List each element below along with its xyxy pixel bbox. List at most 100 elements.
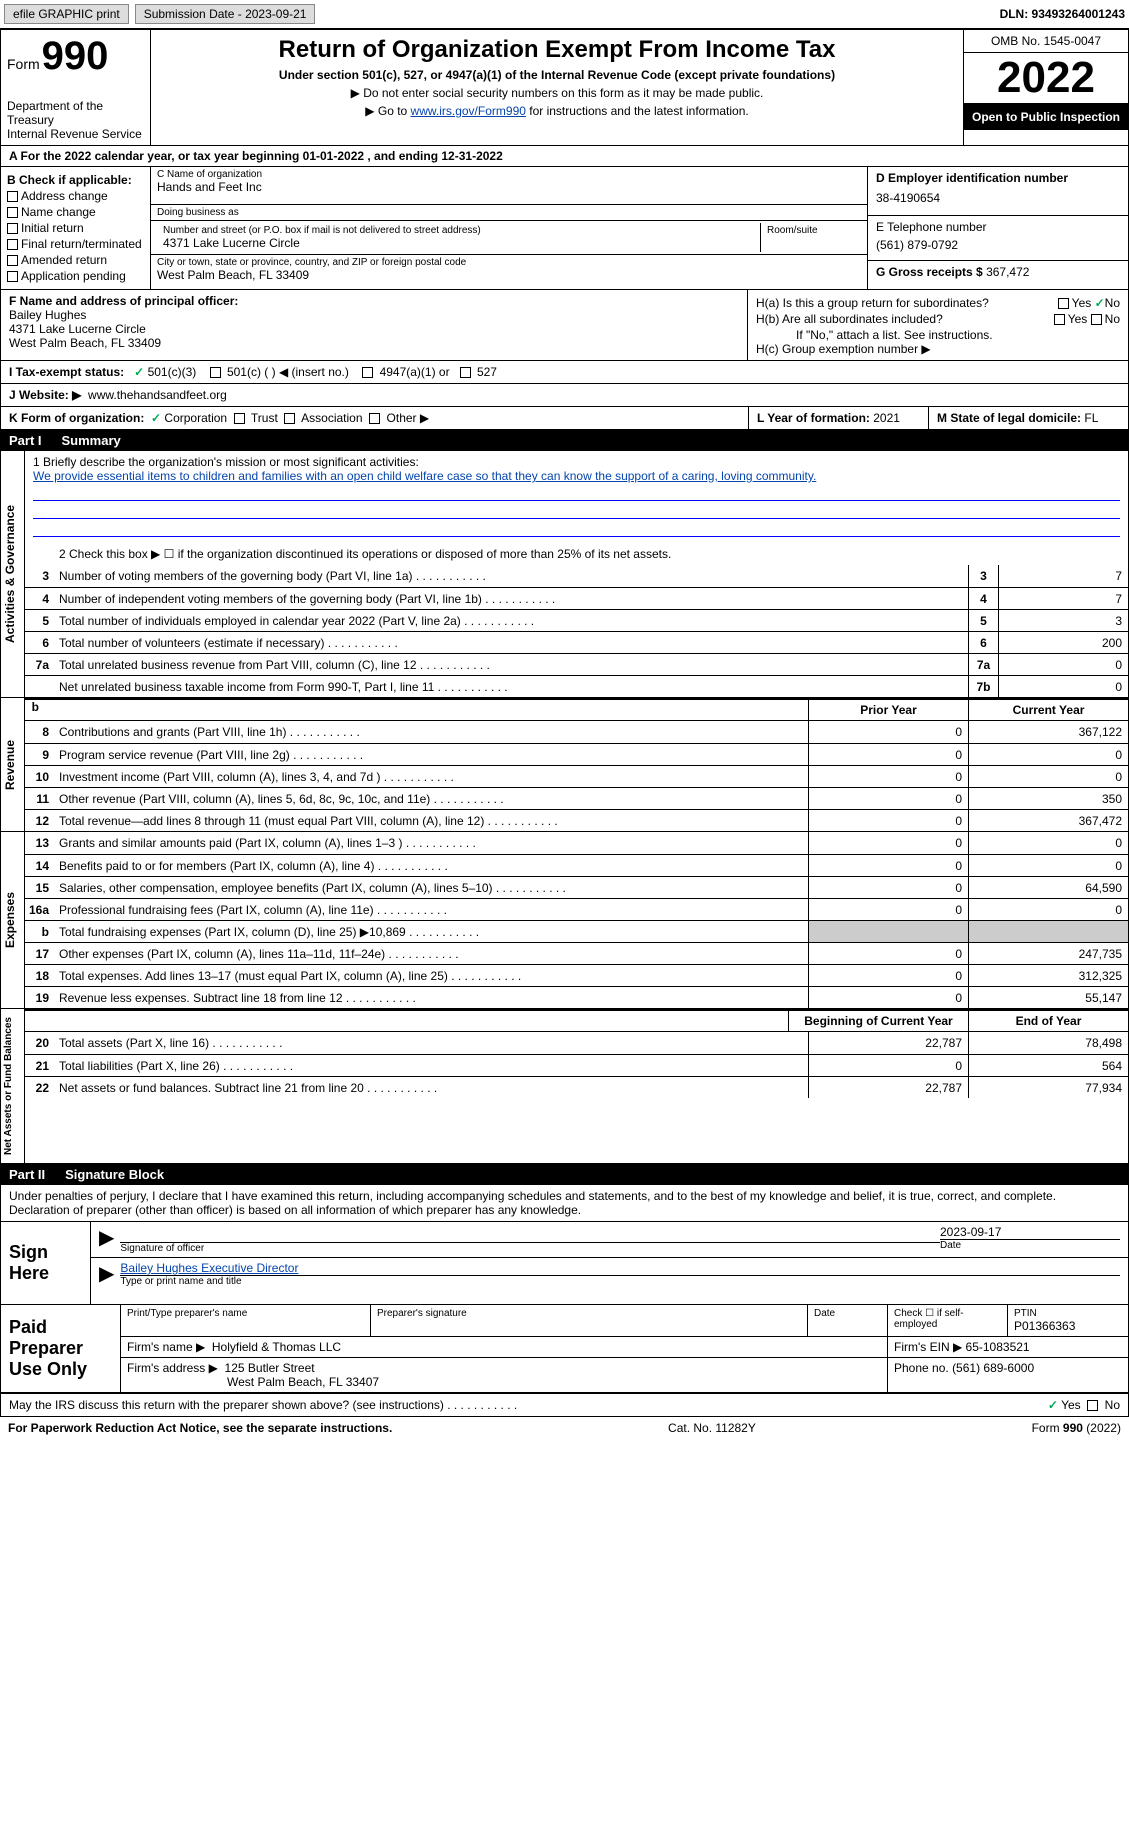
check-name[interactable]: Name change (7, 205, 144, 219)
summary-row: 14Benefits paid to or for members (Part … (25, 854, 1128, 876)
top-bar: efile GRAPHIC print Submission Date - 20… (0, 0, 1129, 29)
summary-row: 21Total liabilities (Part X, line 26)056… (25, 1054, 1128, 1076)
check-address[interactable]: Address change (7, 189, 144, 203)
activities-governance: Activities & Governance 1 Briefly descri… (1, 451, 1128, 698)
ein-label: D Employer identification number (876, 171, 1068, 185)
part-1-num: Part I (9, 433, 42, 448)
hb-no[interactable] (1091, 314, 1102, 325)
check-final[interactable]: Final return/terminated (7, 237, 144, 251)
check-4947[interactable] (362, 367, 373, 378)
summary-row: 9Program service revenue (Part VIII, lin… (25, 743, 1128, 765)
paid-preparer-block: Paid Preparer Use Only Print/Type prepar… (1, 1305, 1128, 1394)
section-f: F Name and address of principal officer:… (1, 290, 1128, 361)
efile-button[interactable]: efile GRAPHIC print (4, 4, 129, 24)
check-trust[interactable] (234, 413, 245, 424)
summary-row: 8Contributions and grants (Part VIII, li… (25, 721, 1128, 743)
ha-yes[interactable] (1058, 298, 1069, 309)
form-990-main: Form 990 Department of the Treasury Inte… (0, 29, 1129, 1417)
mission-block: 1 Briefly describe the organization's mi… (25, 451, 1128, 543)
summary-row: 13Grants and similar amounts paid (Part … (25, 832, 1128, 854)
sig-name[interactable]: Bailey Hughes Executive Director (120, 1261, 298, 1275)
part-2-title: Signature Block (65, 1167, 164, 1182)
summary-row: 3Number of voting members of the governi… (25, 565, 1128, 587)
check-assoc[interactable] (284, 413, 295, 424)
check-other[interactable] (369, 413, 380, 424)
sig-officer-label: Signature of officer (120, 1243, 940, 1254)
header-center: Return of Organization Exempt From Incom… (151, 30, 963, 145)
header-right: OMB No. 1545-0047 2022 Open to Public In… (963, 30, 1128, 145)
check-corp[interactable] (151, 411, 161, 425)
sig-date: 2023-09-17 (940, 1225, 1120, 1240)
summary-row: 22Net assets or fund balances. Subtract … (25, 1076, 1128, 1098)
row-j-website: J Website: ▶ www.thehandsandfeet.org (1, 384, 1128, 407)
summary-row: bTotal fundraising expenses (Part IX, co… (25, 920, 1128, 942)
discuss-no[interactable] (1087, 1400, 1098, 1411)
gross-value: 367,472 (986, 265, 1029, 279)
begin-year-header: Beginning of Current Year (788, 1011, 968, 1031)
summary-row: 5Total number of individuals employed in… (25, 609, 1128, 631)
submission-date: Submission Date - 2023-09-21 (135, 4, 316, 24)
blank-line (33, 521, 1120, 537)
check-501c3[interactable] (134, 365, 144, 379)
gross-label: G Gross receipts $ (876, 265, 986, 279)
check-501c[interactable] (210, 367, 221, 378)
officer-f: F Name and address of principal officer:… (1, 290, 748, 360)
summary-row: 16aProfessional fundraising fees (Part I… (25, 898, 1128, 920)
check-527[interactable] (460, 367, 471, 378)
header-row: Form 990 Department of the Treasury Inte… (1, 30, 1128, 146)
phone-value: (561) 879-0792 (876, 234, 1120, 256)
part-2-num: Part II (9, 1167, 45, 1182)
header-left: Form 990 Department of the Treasury Inte… (1, 30, 151, 145)
summary-row: 10Investment income (Part VIII, column (… (25, 765, 1128, 787)
h-b-label: H(b) Are all subordinates included? (756, 312, 943, 326)
city-value: West Palm Beach, FL 33409 (157, 268, 861, 282)
sig-name-label: Type or print name and title (120, 1276, 1120, 1287)
footer-mid: Cat. No. 11282Y (668, 1421, 756, 1435)
b-label: b (25, 700, 808, 720)
vert-governance: Activities & Governance (1, 451, 25, 697)
note-ssn: ▶ Do not enter social security numbers o… (161, 86, 953, 100)
discuss-yes[interactable] (1048, 1398, 1058, 1412)
h-a-label: H(a) Is this a group return for subordin… (756, 296, 989, 310)
city-label: City or town, state or province, country… (157, 257, 861, 268)
net-assets-section: Net Assets or Fund Balances Beginning of… (1, 1009, 1128, 1164)
firm-ein: 65-1083521 (966, 1340, 1030, 1354)
ha-no[interactable] (1095, 296, 1105, 310)
check-initial[interactable]: Initial return (7, 221, 144, 235)
summary-row: 20Total assets (Part X, line 16)22,78778… (25, 1032, 1128, 1054)
summary-row: 18Total expenses. Add lines 13–17 (must … (25, 964, 1128, 986)
officer-street: 4371 Lake Lucerne Circle (9, 322, 739, 336)
line-2: 2 Check this box ▶ ☐ if the organization… (55, 545, 1128, 563)
perjury-text: Under penalties of perjury, I declare th… (1, 1185, 1128, 1222)
mission-text: We provide essential items to children a… (33, 469, 1120, 483)
paid-prep-label: Paid Preparer Use Only (1, 1305, 121, 1392)
irs-link[interactable]: www.irs.gov/Form990 (411, 104, 526, 118)
open-inspection: Open to Public Inspection (964, 104, 1128, 130)
check-pending[interactable]: Application pending (7, 269, 144, 283)
firm-addr2: West Palm Beach, FL 33407 (127, 1375, 881, 1389)
expenses-section: Expenses 13Grants and similar amounts pa… (1, 832, 1128, 1009)
check-amended[interactable]: Amended return (7, 253, 144, 267)
hb-yes[interactable] (1054, 314, 1065, 325)
officer-name: Bailey Hughes (9, 308, 739, 322)
ptin-value: P01366363 (1014, 1319, 1122, 1333)
blank-line (33, 503, 1120, 519)
sign-here-label: Sign Here (1, 1222, 91, 1304)
form-number: 990 (42, 34, 109, 79)
dept-label: Department of the Treasury (7, 99, 144, 127)
state-domicile: FL (1084, 411, 1098, 425)
vert-net-assets: Net Assets or Fund Balances (1, 1009, 25, 1163)
note-link: ▶ Go to www.irs.gov/Form990 for instruct… (161, 104, 953, 118)
summary-row: 4Number of independent voting members of… (25, 587, 1128, 609)
summary-row: 12Total revenue—add lines 8 through 11 (… (25, 809, 1128, 831)
year-formed: 2021 (873, 411, 900, 425)
footer-left: For Paperwork Reduction Act Notice, see … (8, 1421, 392, 1435)
arrow-icon: ▶ (99, 1261, 114, 1287)
end-year-header: End of Year (968, 1011, 1128, 1031)
row-a-calendar: A For the 2022 calendar year, or tax yea… (1, 146, 1128, 167)
ein-value: 38-4190654 (876, 185, 1120, 211)
org-name-label: C Name of organization (157, 169, 861, 180)
room-label: Room/suite (767, 225, 855, 236)
sign-here-block: Sign Here ▶ Signature of officer 2023-09… (1, 1222, 1128, 1305)
summary-row: 17Other expenses (Part IX, column (A), l… (25, 942, 1128, 964)
